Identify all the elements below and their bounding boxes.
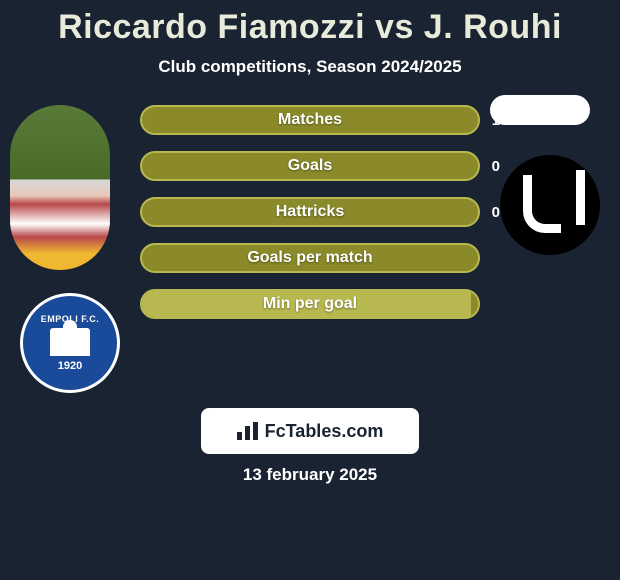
- date-label: 13 february 2025: [0, 465, 620, 485]
- stat-bar-label: Matches: [142, 107, 478, 133]
- stat-bar-label: Min per goal: [142, 291, 478, 317]
- stat-bar-label: Hattricks: [142, 199, 478, 225]
- stat-bar-label: Goals per match: [142, 245, 478, 271]
- club-left-building-icon: [50, 328, 90, 356]
- club-left-badge: EMPOLI F.C. 1920: [20, 293, 120, 393]
- stat-bar: Goals0: [140, 151, 480, 181]
- stat-bar-value-right: 0: [492, 153, 500, 179]
- brand-chart-icon: [237, 422, 259, 440]
- page-title: Riccardo Fiamozzi vs J. Rouhi: [0, 8, 620, 47]
- stat-bar-label: Goals: [142, 153, 478, 179]
- club-left-year: 1920: [58, 360, 82, 372]
- brand-text: FcTables.com: [265, 421, 384, 442]
- stat-bar-value-right: 1: [492, 107, 500, 133]
- stat-bar: Hattricks0: [140, 197, 480, 227]
- juventus-icon: [515, 170, 585, 240]
- stat-bar: Matches1: [140, 105, 480, 135]
- stat-bar: Goals per match: [140, 243, 480, 273]
- stats-bars: Matches1 Goals0 Hattricks0 Goals per match M…: [140, 105, 480, 335]
- club-right-badge: [500, 155, 600, 255]
- brand-badge[interactable]: FcTables.com: [201, 408, 419, 454]
- subtitle: Club competitions, Season 2024/2025: [0, 57, 620, 77]
- stat-bar-value-right: 0: [492, 199, 500, 225]
- player-left-avatar: [10, 105, 110, 270]
- player-right-avatar: [490, 95, 590, 125]
- stat-bar: Min per goal: [140, 289, 480, 319]
